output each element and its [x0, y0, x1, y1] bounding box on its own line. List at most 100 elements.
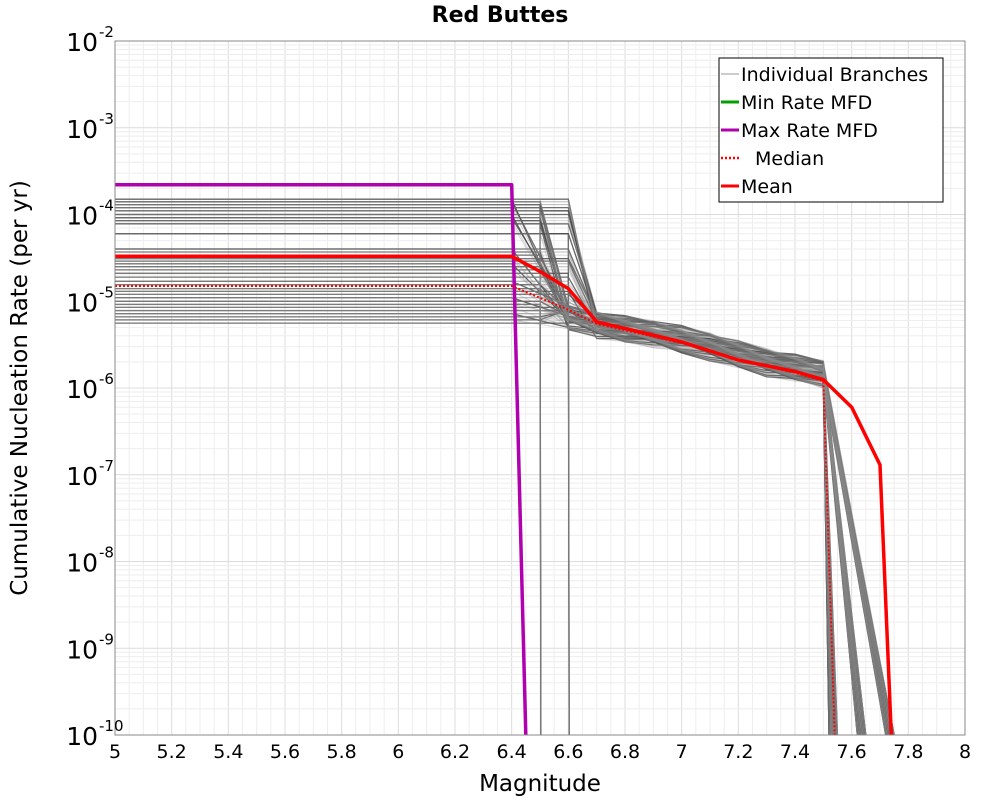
x-tick-label: 5.8: [327, 741, 357, 763]
y-tick-label: 10: [66, 635, 98, 664]
branch-line: [115, 276, 834, 736]
branch-line: [115, 198, 863, 736]
branch-line: [115, 201, 892, 736]
branch-line: [115, 290, 858, 736]
branch-line: [115, 290, 831, 736]
branch-line: [115, 300, 836, 736]
y-tick-label: 10: [66, 288, 98, 317]
branch-line: [115, 276, 892, 736]
branch-line: [115, 316, 889, 736]
branch-line: [115, 284, 894, 736]
x-tick-label: 6.8: [610, 741, 640, 763]
legend-label: Min Rate MFD: [741, 92, 872, 114]
chart-title: Red Buttes: [432, 3, 569, 28]
branch-line: [115, 306, 864, 736]
branch-line: [115, 272, 831, 736]
branch-line: [115, 309, 834, 736]
x-tick-label: 7: [676, 741, 688, 763]
branch-line: [115, 293, 542, 736]
y-tick-label: 10: [66, 549, 98, 578]
x-tick-label: 6: [392, 741, 404, 763]
branch-line: [115, 280, 570, 736]
legend-label: Mean: [741, 176, 793, 198]
series-lines: [115, 183, 894, 736]
branch-line: [115, 272, 889, 736]
branch-line: [115, 248, 858, 736]
legend-label: Max Rate MFD: [741, 120, 878, 142]
y-tick-exponent: -7: [99, 457, 114, 475]
branch-line: [115, 306, 837, 736]
branch-line: [115, 251, 834, 736]
axis-ticks: 5 5.2 5.4 5.6 5.8 6 6.2 6.4 6.6 6.8 7 7.2 7.4 7.6 7.8 8…: [66, 23, 971, 763]
y-tick-exponent: -2: [99, 23, 114, 41]
y-tick-exponent: -5: [99, 283, 114, 301]
y-tick-exponent: -4: [99, 197, 114, 215]
branch-line: [115, 310, 894, 736]
branch-line: [115, 313, 887, 736]
y-tick-label: 10: [66, 115, 98, 144]
branch-line: [115, 290, 895, 736]
branch-line: [115, 233, 860, 736]
x-tick-label: 6.4: [497, 741, 527, 763]
y-tick-exponent: -9: [99, 630, 114, 648]
x-tick-label: 7.6: [837, 741, 867, 763]
y-tick-exponent: -10: [99, 717, 124, 735]
branch-line: [115, 203, 542, 736]
branch-line: [115, 284, 867, 736]
x-tick-label: 5.2: [157, 741, 187, 763]
branch-line: [115, 201, 865, 736]
branch-line: [115, 220, 864, 736]
branch-line: [115, 233, 887, 736]
branch-line: [115, 248, 831, 736]
branch-line: [115, 293, 861, 736]
y-tick-exponent: -8: [99, 544, 114, 562]
branch-line: [115, 214, 889, 736]
branch-line: [115, 311, 838, 736]
series-line-mean: [115, 254, 894, 736]
branch-line: [115, 207, 888, 736]
branch-line: [115, 204, 895, 736]
branch-line: [115, 210, 542, 736]
x-tick-label: 7.2: [723, 741, 753, 763]
branch-line: [115, 254, 864, 736]
branch-line: [115, 303, 892, 736]
branch-line: [115, 217, 892, 736]
branch-line: [115, 258, 542, 736]
x-tick-label: 5: [109, 741, 121, 763]
branch-line: [115, 201, 887, 736]
branch-line: [115, 297, 860, 736]
y-tick-exponent: -3: [99, 110, 114, 128]
y-tick-label: 10: [66, 375, 98, 404]
y-tick-label: 10: [66, 722, 98, 751]
y-tick-label: 10: [66, 28, 98, 57]
legend-box: [718, 57, 944, 203]
branch-line: [115, 310, 570, 736]
x-tick-label: 5.6: [270, 741, 300, 763]
branch-line: [115, 263, 542, 736]
branch-line: [115, 318, 864, 736]
y-tick-label: 10: [66, 462, 98, 491]
branch-line: [115, 306, 895, 736]
branch-line: [115, 316, 570, 736]
y-tick-exponent: -6: [99, 370, 114, 388]
branch-line: [115, 207, 830, 736]
x-tick-label: 6.2: [440, 741, 470, 763]
legend-label: Individual Branches: [741, 64, 928, 86]
branch-line: [115, 219, 895, 736]
branch-line: [115, 204, 837, 736]
y-tick-label: 10: [66, 202, 98, 231]
legend-label: Median: [755, 148, 824, 170]
x-tick-label: 8: [959, 741, 971, 763]
branch-line: [115, 223, 894, 736]
branch-line: [115, 251, 888, 736]
branch-line: [115, 269, 860, 736]
x-tick-label: 5.4: [213, 741, 243, 763]
x-tick-label: 6.6: [553, 741, 583, 763]
x-tick-label: 7.4: [780, 741, 810, 763]
branch-line: [115, 258, 863, 736]
branch-line: [115, 210, 860, 736]
branch-line: [115, 223, 867, 736]
branch-line: [115, 308, 833, 736]
